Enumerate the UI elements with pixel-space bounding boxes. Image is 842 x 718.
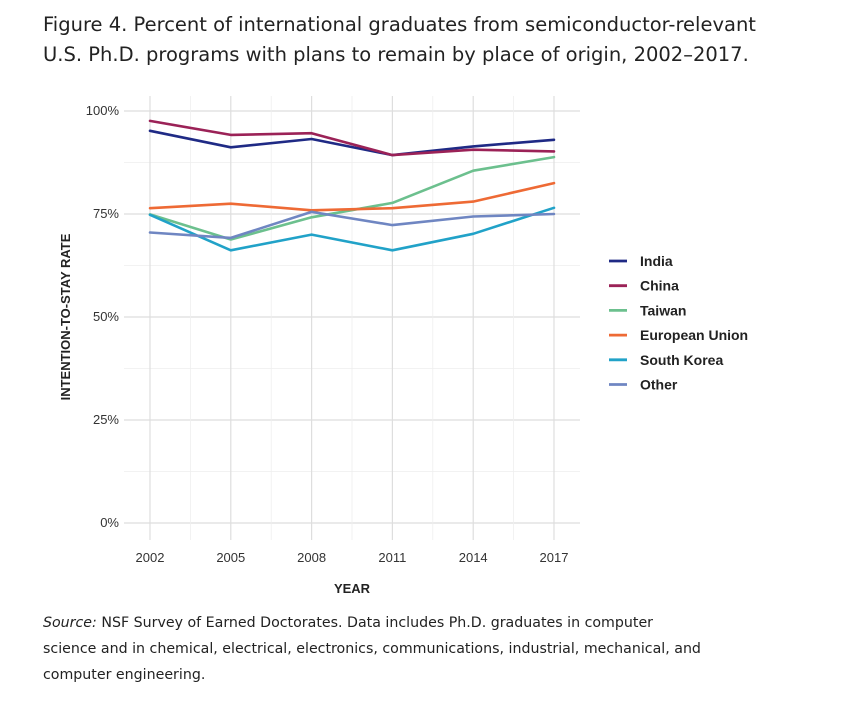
x-tick-label: 2011 <box>378 550 406 565</box>
y-tick-label: 100% <box>86 103 120 118</box>
chart-legend: India China Taiwan European Union South Kore… <box>609 253 748 393</box>
series-line-china <box>148 119 556 157</box>
legend-label-south-korea: South Korea <box>640 352 723 368</box>
y-tick-label: 50% <box>93 309 119 324</box>
legend-label-other: Other <box>640 377 678 393</box>
figure-title-line-2: U.S. Ph.D. programs with plans to remain… <box>43 43 749 66</box>
series-line-india <box>148 129 556 157</box>
series-line-european-union <box>148 181 556 212</box>
y-axis-title: INTENTION-TO-STAY RATE <box>58 233 73 400</box>
legend-label-india: India <box>640 253 673 269</box>
y-tick-label: 75% <box>93 206 119 221</box>
source-note: Source: NSF Survey of Earned Doctorates.… <box>43 610 813 688</box>
figure-title-line-1: Figure 4. Percent of international gradu… <box>43 13 756 36</box>
y-axis-ticks: 0% 25% 50% 75% 100% <box>86 103 120 530</box>
legend-label-european-union: European Union <box>640 327 748 343</box>
source-line-3: computer engineering. <box>43 667 206 683</box>
y-tick-label: 25% <box>93 412 119 427</box>
x-axis-title: YEAR <box>334 581 371 596</box>
x-tick-label: 2008 <box>297 550 326 565</box>
source-label: Source: <box>43 615 97 631</box>
figure-title: Figure 4. Percent of international gradu… <box>43 10 823 70</box>
line-chart: 0% 25% 50% 75% 100% 2002 2005 2008 2011 2014 2017… <box>58 96 748 596</box>
x-tick-label: 2017 <box>540 550 569 565</box>
source-line-1: Source: NSF Survey of Earned Doctorates.… <box>43 610 813 636</box>
x-tick-label: 2014 <box>459 550 488 565</box>
chart-series-lines <box>148 119 556 252</box>
legend-label-taiwan: Taiwan <box>640 302 686 318</box>
legend-label-china: China <box>640 278 679 294</box>
source-line-2: science and in chemical, electrical, ele… <box>43 641 701 657</box>
series-line-other <box>148 210 556 240</box>
x-axis-ticks: 2002 2005 2008 2011 2014 2017 <box>136 550 569 565</box>
chart-grid <box>124 96 580 540</box>
source-text-1: NSF Survey of Earned Doctorates. Data in… <box>96 615 654 631</box>
series-line-south-korea <box>148 206 556 252</box>
y-tick-label: 0% <box>100 515 119 530</box>
x-tick-label: 2005 <box>216 550 245 565</box>
x-tick-label: 2002 <box>136 550 165 565</box>
